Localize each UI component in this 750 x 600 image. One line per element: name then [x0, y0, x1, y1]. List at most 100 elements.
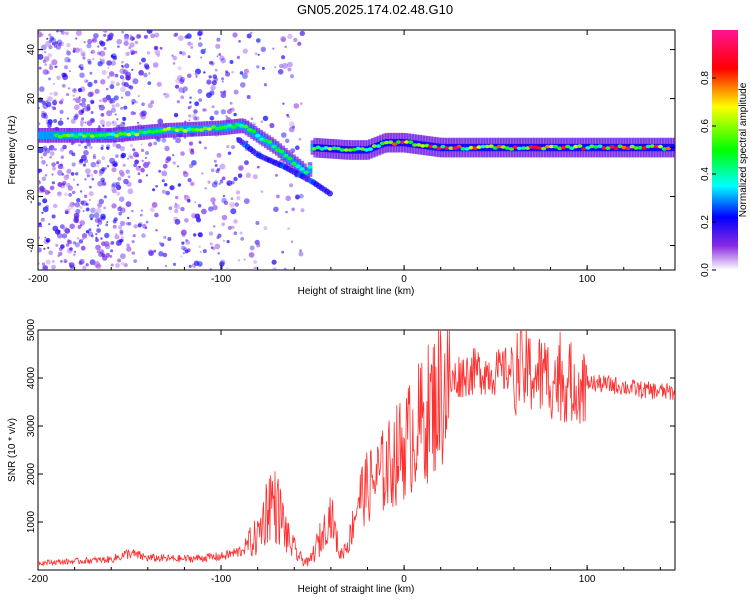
heatmap-cell: [227, 151, 232, 155]
heatmap-cell: [123, 82, 129, 88]
heatmap-cell: [146, 129, 152, 134]
heatmap-cell: [180, 229, 187, 236]
heatmap-cell: [86, 142, 91, 147]
heatmap-cell: [206, 79, 212, 85]
heatmap-cell: [41, 131, 46, 139]
heatmap-cell: [92, 58, 95, 61]
heatmap-cell: [267, 140, 273, 144]
heatmap-cell: [247, 128, 253, 132]
heatmap-cell: [648, 143, 653, 152]
heatmap-cell: [112, 142, 117, 148]
heatmap-cell: [105, 244, 111, 250]
heatmap-cell: [42, 69, 49, 75]
heatmap-cell: [46, 37, 49, 40]
heatmap-cell: [130, 131, 136, 135]
heatmap-cell: [47, 53, 52, 58]
heatmap-cell: [193, 116, 198, 121]
heatmap-cell: [58, 165, 61, 168]
heatmap-cell: [120, 152, 127, 159]
heatmap-cell: [379, 141, 386, 146]
heatmap-cell: [51, 59, 58, 66]
heatmap-cell: [189, 105, 193, 108]
heatmap-cell: [116, 191, 121, 196]
heatmap-cell: [38, 180, 41, 185]
heatmap-cell: [85, 168, 91, 175]
heatmap-cell: [182, 129, 188, 133]
heatmap-cell: [291, 207, 296, 212]
heatmap-cell: [74, 242, 80, 248]
heatmap-cell: [121, 64, 124, 68]
heatmap-cell: [40, 187, 46, 193]
heatmap-cell: [280, 36, 287, 42]
heatmap-cell: [66, 92, 70, 97]
heatmap-cell: [57, 120, 64, 126]
heatmap-cell: [89, 91, 95, 97]
heatmap-cell: [183, 171, 189, 178]
heatmap-cell: [82, 56, 86, 60]
heatmap-cell: [153, 249, 157, 253]
heatmap-cell: [154, 212, 159, 218]
heatmap-cell: [147, 81, 152, 85]
heatmap-cell: [123, 105, 128, 110]
heatmap-cell: [211, 105, 215, 109]
heatmap-cell: [111, 167, 117, 173]
heatmap-cell: [119, 68, 126, 74]
heatmap-cell: [327, 147, 333, 151]
heatmap-cell: [143, 63, 149, 69]
heatmap-cell: [363, 148, 369, 152]
heatmap-cell: [85, 133, 92, 137]
heatmap-cell: [629, 144, 635, 149]
heatmap-cell: [633, 146, 639, 150]
heatmap-cell: [97, 61, 103, 67]
heatmap-cell: [275, 174, 278, 177]
heatmap-cell: [472, 146, 478, 150]
heatmap-cell: [216, 55, 219, 58]
heatmap-cell: [140, 143, 143, 146]
heatmap-cell: [194, 101, 200, 107]
heatmap-cell: [125, 51, 130, 57]
heatmap-cell: [581, 147, 587, 151]
heatmap-cell: [118, 225, 123, 230]
heatmap-cell: [323, 146, 329, 150]
heatmap-cell: [86, 43, 92, 49]
heatmap-cell: [161, 170, 168, 177]
y-tick-label: 5000: [26, 318, 37, 341]
heatmap-cell: [269, 122, 275, 129]
heatmap-cell: [287, 33, 293, 40]
heatmap-cell: [197, 88, 203, 94]
heatmap-cell: [225, 267, 229, 270]
heatmap-cell: [66, 182, 71, 188]
heatmap-cell: [255, 133, 261, 138]
heatmap-cell: [351, 147, 357, 152]
heatmap-cell: [100, 237, 103, 240]
heatmap-cell: [75, 37, 78, 40]
heatmap-cell: [249, 245, 255, 251]
heatmap-cell: [193, 260, 200, 266]
heatmap-cell: [61, 173, 65, 176]
heatmap-cell: [131, 102, 135, 105]
heatmap-cell: [231, 71, 234, 74]
heatmap-cell: [117, 258, 122, 263]
heatmap-cell: [90, 217, 93, 221]
heatmap-cell: [101, 156, 106, 161]
heatmap-cell: [38, 66, 42, 70]
heatmap-cell: [142, 223, 147, 229]
heatmap-cell: [212, 247, 216, 251]
heatmap-cell: [49, 151, 55, 156]
heatmap-cell: [347, 148, 353, 152]
heatmap-cell: [114, 234, 120, 240]
heatmap-cell: [79, 220, 85, 226]
heatmap-cell: [66, 43, 71, 48]
heatmap-cell: [93, 33, 99, 39]
heatmap-cell: [111, 104, 116, 109]
heatmap-cell: [220, 58, 226, 64]
heatmap-cell: [319, 147, 325, 151]
heatmap-cell: [41, 176, 47, 182]
heatmap-cell: [77, 224, 82, 229]
heatmap-cell: [90, 111, 94, 114]
heatmap-cell: [183, 247, 188, 252]
heatmap-cell: [51, 147, 56, 152]
heatmap-cell: [61, 83, 66, 88]
